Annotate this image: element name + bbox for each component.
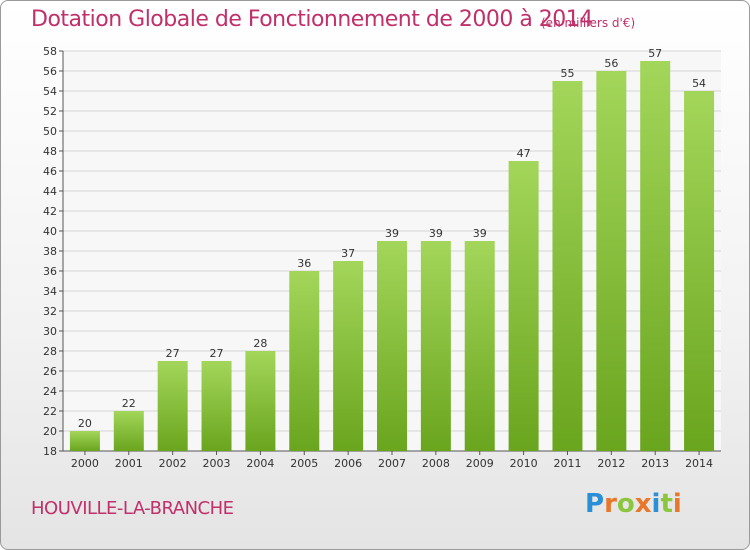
x-tick-label: 2005: [290, 457, 318, 470]
data-label: 56: [604, 57, 618, 70]
data-label: 55: [560, 67, 574, 80]
x-tick-label: 2006: [334, 457, 362, 470]
y-tick-label: 32: [43, 305, 57, 318]
y-tick-label: 40: [43, 225, 57, 238]
y-tick-label: 52: [43, 105, 57, 118]
data-label: 47: [517, 147, 531, 160]
x-tick-label: 2007: [378, 457, 406, 470]
logo-letter: r: [604, 489, 617, 519]
y-tick-label: 22: [43, 405, 57, 418]
data-label: 57: [648, 47, 662, 60]
y-tick-label: 38: [43, 245, 57, 258]
y-tick-label: 34: [43, 285, 57, 298]
y-tick-label: 46: [43, 165, 57, 178]
data-label: 22: [122, 397, 136, 410]
data-label: 54: [692, 77, 706, 90]
data-label: 39: [473, 227, 487, 240]
bar-2013: [640, 61, 671, 451]
x-tick-label: 2011: [553, 457, 581, 470]
logo-letter: i: [672, 489, 682, 519]
location-name: HOUVILLE-LA-BRANCHE: [31, 498, 234, 519]
y-tick-label: 26: [43, 365, 57, 378]
data-label: 27: [210, 347, 224, 360]
bar-2000: [69, 431, 100, 451]
bar-2004: [245, 351, 276, 451]
y-tick-label: 30: [43, 325, 57, 338]
bar-2008: [420, 241, 451, 451]
chart-subtitle: (en milliers d'€): [541, 16, 636, 30]
data-label: 39: [385, 227, 399, 240]
y-tick-label: 36: [43, 265, 57, 278]
x-tick-label: 2000: [71, 457, 99, 470]
data-label: 27: [166, 347, 180, 360]
y-tick-label: 58: [43, 45, 57, 58]
bar-2001: [113, 411, 144, 451]
data-label: 37: [341, 247, 355, 260]
bar-2007: [377, 241, 407, 451]
x-tick-label: 2002: [159, 457, 187, 470]
data-label: 39: [429, 227, 443, 240]
y-tick-label: 18: [43, 445, 57, 458]
data-label: 28: [253, 337, 267, 350]
logo-letter: i: [651, 489, 661, 519]
x-tick-label: 2001: [115, 457, 143, 470]
y-tick-label: 54: [43, 85, 57, 98]
bar-2012: [596, 71, 627, 451]
x-tick-label: 2010: [510, 457, 538, 470]
y-tick-label: 42: [43, 205, 57, 218]
bar-2005: [289, 271, 320, 451]
x-tick-label: 2012: [597, 457, 625, 470]
logo-letter: x: [634, 489, 652, 519]
y-tick-label: 28: [43, 345, 57, 358]
bar-2010: [508, 161, 539, 451]
data-label: 36: [297, 257, 311, 270]
y-tick-label: 48: [43, 145, 57, 158]
chart-title: Dotation Globale de Fonctionnement de 20…: [31, 7, 593, 32]
y-tick-label: 44: [43, 185, 57, 198]
data-label: 20: [78, 417, 92, 430]
bar-2003: [201, 361, 232, 451]
y-tick-label: 50: [43, 125, 57, 138]
y-tick-label: 56: [43, 65, 57, 78]
bar-2014: [684, 91, 715, 451]
y-tick-label: 20: [43, 425, 57, 438]
logo-letter: t: [660, 489, 673, 519]
bar-2002: [157, 361, 188, 451]
logo-letter: P: [585, 489, 605, 519]
x-tick-label: 2009: [466, 457, 494, 470]
bar-2006: [333, 261, 364, 451]
bar-2009: [464, 241, 495, 451]
bar-2011: [552, 81, 583, 451]
x-tick-label: 2013: [641, 457, 669, 470]
x-tick-label: 2003: [203, 457, 231, 470]
proxiti-logo: Proxiti: [585, 489, 682, 519]
y-tick-label: 24: [43, 385, 57, 398]
x-tick-label: 2004: [246, 457, 274, 470]
x-tick-label: 2008: [422, 457, 450, 470]
x-tick-label: 2014: [685, 457, 713, 470]
logo-letter: o: [616, 489, 635, 519]
